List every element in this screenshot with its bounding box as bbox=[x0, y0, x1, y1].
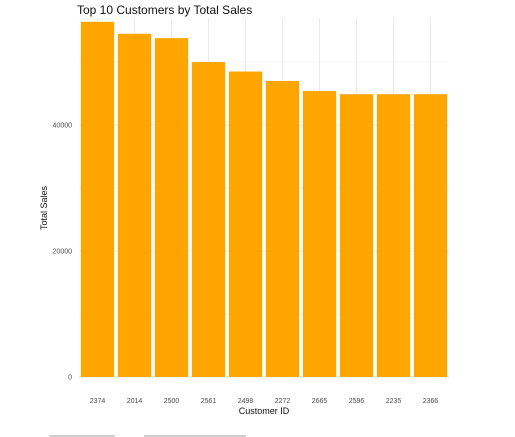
chart-title: Top 10 Customers by Total Sales bbox=[77, 3, 253, 17]
x-tick-label: 2014 bbox=[127, 398, 143, 405]
y-tick-label: 20000 bbox=[53, 249, 73, 256]
y-tick-label: 40000 bbox=[53, 123, 73, 130]
x-tick-label: 2498 bbox=[238, 398, 254, 405]
x-tick-label: 2366 bbox=[423, 398, 439, 405]
x-tick-label: 2561 bbox=[201, 398, 217, 405]
bar-2272 bbox=[265, 80, 300, 377]
x-tick-label: 2500 bbox=[164, 398, 180, 405]
x-tick-label: 2272 bbox=[275, 398, 291, 405]
bar-2014 bbox=[117, 33, 152, 378]
bar-2596 bbox=[339, 94, 374, 377]
x-tick-label: 2374 bbox=[90, 398, 106, 405]
bar-2561 bbox=[191, 62, 226, 378]
x-tick-label: 2596 bbox=[349, 398, 365, 405]
y-tick-label: 0 bbox=[68, 375, 72, 382]
x-tick-label: 2665 bbox=[312, 398, 328, 405]
bar-2374 bbox=[80, 21, 115, 377]
x-tick-label: 2235 bbox=[386, 398, 402, 405]
bar-2235 bbox=[376, 94, 411, 377]
scroll-indicator bbox=[49, 435, 115, 437]
bar-2498 bbox=[228, 71, 263, 377]
bar-2500 bbox=[154, 38, 189, 377]
bar-2665 bbox=[302, 91, 337, 378]
scroll-indicator bbox=[144, 435, 246, 437]
x-axis-title: Customer ID bbox=[238, 406, 290, 416]
bar-2366 bbox=[413, 94, 448, 377]
